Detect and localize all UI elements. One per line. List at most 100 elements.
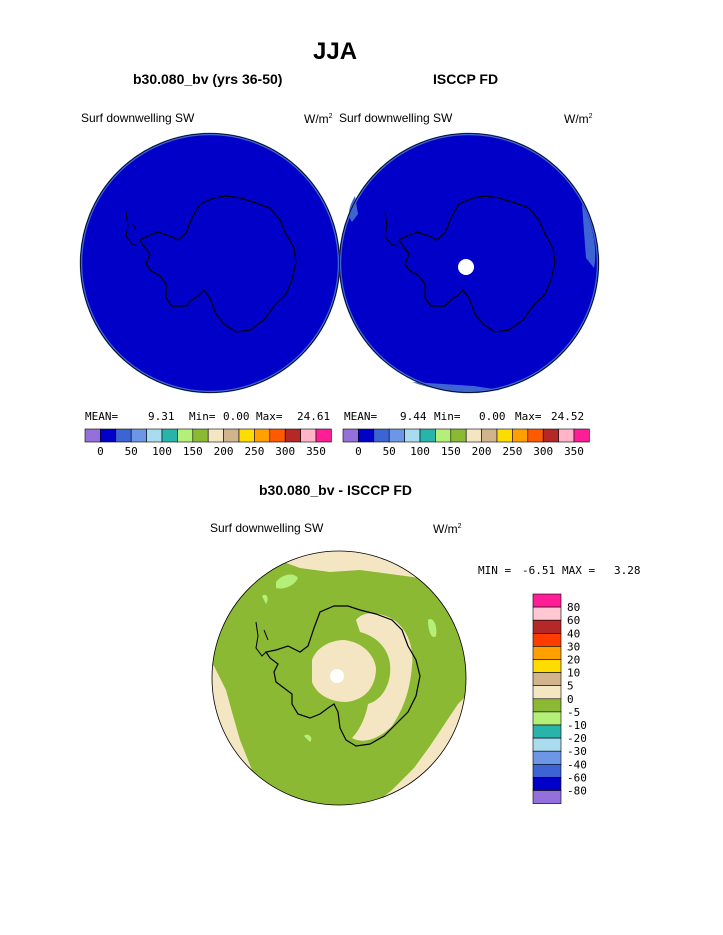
right-mean-label: MEAN=	[344, 410, 378, 423]
diff-colorbar-tick-label: -60	[567, 771, 587, 784]
left-max-value: 24.61	[297, 410, 331, 423]
diff-light-green-patch-sw	[304, 734, 312, 742]
left-colorbar-swatch	[115, 428, 132, 443]
diff-colorbar-swatch	[532, 711, 562, 726]
diff-units-label: W/m2	[433, 522, 462, 536]
left-max-label: Max=	[256, 410, 283, 423]
right-colorbar-swatch	[388, 428, 405, 443]
diff-light-green-patch-west	[262, 594, 268, 604]
right-colorbar-tick-label: 0	[355, 445, 362, 458]
left-colorbar-swatch	[315, 428, 332, 443]
diff-colorbar-swatch	[532, 672, 562, 686]
left-mean-label: MEAN=	[85, 410, 119, 423]
right-colorbar-swatch	[358, 428, 375, 443]
left-min-value: 0.00	[223, 410, 250, 423]
left-colorbar-swatch	[238, 428, 255, 443]
right-map-blue-patch-east	[582, 204, 596, 268]
diff-panel-title: b30.080_bv - ISCCP FD	[259, 482, 413, 498]
left-colorbar-swatch	[100, 428, 117, 443]
right-colorbar-swatch	[450, 428, 467, 443]
diff-colorbar-swatch	[532, 685, 562, 700]
left-colorbar-swatch	[223, 428, 240, 443]
left-colorbar-tick-label: 300	[275, 445, 295, 458]
left-colorbar-swatch	[207, 428, 224, 443]
diff-colorbar-tick-label: 0	[567, 693, 574, 706]
diff-colorbar-swatch	[532, 698, 562, 713]
right-units-label: W/m2	[564, 112, 593, 126]
right-colorbar-swatch	[558, 428, 575, 443]
right-colorbar-swatch	[496, 428, 513, 443]
diff-tan-outer-north	[262, 551, 440, 578]
diff-colorbar-swatch	[532, 659, 562, 673]
left-colorbar-swatch	[177, 428, 194, 443]
right-min-value: 0.00	[479, 410, 506, 423]
right-colorbar-swatch	[465, 428, 482, 443]
diff-colorbar-tick-label: 5	[567, 680, 574, 693]
diff-colorbar-swatch	[532, 790, 562, 804]
diff-min-label: MIN =	[478, 564, 512, 577]
left-colorbar-swatch	[269, 428, 286, 443]
diff-colorbar-tick-label: 60	[567, 614, 580, 627]
right-max-value: 24.52	[551, 410, 585, 423]
left-colorbar-swatch	[254, 428, 271, 443]
diff-colorbar-tick-label: 40	[567, 627, 580, 640]
diff-variable-label: Surf downwelling SW	[210, 521, 324, 535]
right-colorbar-swatch	[435, 428, 452, 443]
diff-colorbar-swatch	[532, 737, 562, 752]
right-colorbar-swatch	[512, 428, 529, 443]
left-min-label: Min=	[189, 410, 216, 423]
right-min-label: Min=	[434, 410, 461, 423]
diff-antarctica-coastline	[265, 605, 421, 747]
diff-polar-map	[211, 550, 467, 806]
right-polar-map	[338, 132, 600, 394]
left-colorbar-tick-label: 100	[152, 445, 172, 458]
diff-tan-interior-pole	[312, 640, 376, 702]
diff-light-green-patch-east	[428, 618, 437, 638]
diff-colorbar-swatch	[532, 606, 562, 621]
diff-colorbar-swatch	[532, 750, 562, 765]
diff-colorbar-swatch	[532, 777, 562, 791]
left-colorbar-tick-label: 50	[125, 445, 138, 458]
left-colorbar: 0 50 100 150 200 250 300 350	[84, 428, 332, 458]
left-colorbar-tick-label: 350	[306, 445, 326, 458]
right-colorbar-swatch	[419, 428, 436, 443]
right-colorbar-swatch	[542, 428, 559, 443]
diff-colorbar-tick-label: 10	[567, 667, 580, 680]
diff-max-value: 3.28	[614, 564, 641, 577]
right-colorbar-tick-label: 200	[472, 445, 492, 458]
diff-colorbar-tick-label: -5	[567, 706, 580, 719]
right-colorbar-swatch	[573, 428, 590, 443]
diff-light-green-patch-north	[276, 574, 298, 589]
right-variable-label: Surf downwelling SW	[339, 111, 453, 125]
left-polar-map	[79, 132, 341, 394]
left-panel-title: b30.080_bv (yrs 36-50)	[133, 71, 283, 87]
right-map-blue-patch-south	[412, 382, 500, 392]
left-colorbar-tick-label: 0	[97, 445, 104, 458]
right-colorbar-swatch	[342, 428, 359, 443]
diff-colorbar-tick-label: 30	[567, 640, 580, 653]
right-colorbar-tick-label: 50	[383, 445, 396, 458]
left-mean-value: 9.31	[148, 410, 175, 423]
left-map-disk	[81, 134, 339, 392]
diff-colorbar-swatch	[532, 646, 562, 660]
left-colorbar-tick-label: 200	[214, 445, 234, 458]
diff-colorbar-swatch	[532, 632, 562, 647]
right-antarctica-coastline	[398, 195, 556, 333]
right-mean-value: 9.44	[400, 410, 427, 423]
right-colorbar: 0 50 100 150 200 250 300 350	[342, 428, 590, 458]
left-colorbar-swatch	[284, 428, 301, 443]
right-colorbar-swatch	[527, 428, 544, 443]
right-colorbar-tick-label: 300	[533, 445, 553, 458]
right-colorbar-tick-label: 350	[564, 445, 584, 458]
page-title: JJA	[313, 38, 358, 65]
diff-colorbar-tick-label: -40	[567, 758, 587, 771]
diff-colorbar-tick-label: 20	[567, 654, 580, 667]
diff-colorbar-swatch	[532, 724, 562, 739]
diff-colorbar-swatch	[532, 593, 562, 608]
left-colorbar-swatch	[192, 428, 209, 443]
right-colorbar-tick-label: 100	[410, 445, 430, 458]
right-pole-hole	[458, 259, 474, 275]
left-variable-label: Surf downwelling SW	[81, 111, 195, 125]
